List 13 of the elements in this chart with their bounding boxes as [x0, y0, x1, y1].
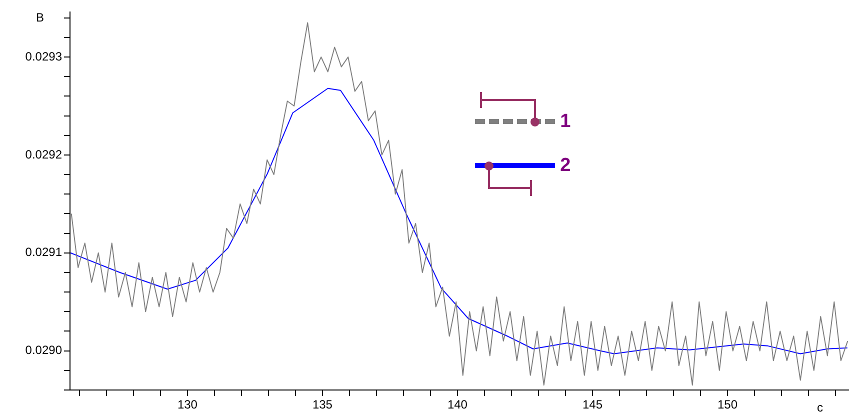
x-tick-label: 145 — [582, 398, 603, 412]
x-tick-label: 140 — [447, 398, 468, 412]
y-tick-label: 0.0292 — [25, 147, 62, 162]
x-tick-label: 130 — [177, 398, 198, 412]
x-tick-label: 135 — [312, 398, 333, 412]
x-axis-title: c — [817, 400, 823, 414]
x-tick-label: 150 — [717, 398, 738, 412]
y-axis-title: B — [36, 10, 44, 24]
y-tick-label: 0.0290 — [25, 343, 62, 358]
legend-label: 1 — [560, 110, 571, 132]
legend-label: 2 — [560, 154, 571, 176]
y-tick-label: 0.0293 — [25, 49, 62, 64]
y-tick-label: 0.0291 — [25, 245, 62, 260]
